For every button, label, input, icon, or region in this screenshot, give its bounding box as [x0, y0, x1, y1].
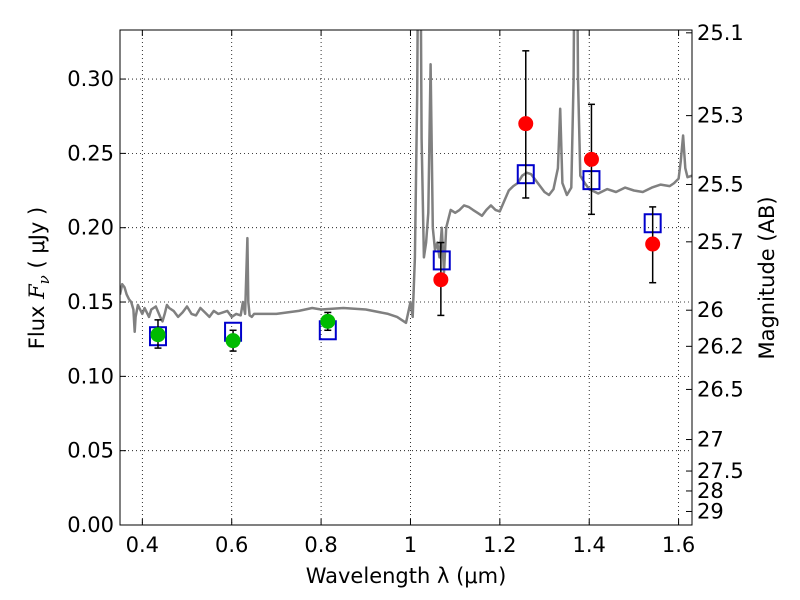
right-tick-label: 29	[697, 499, 724, 523]
y-tick-label: 0.20	[67, 216, 114, 240]
y-label-prefix: Flux	[25, 299, 49, 349]
plot-frame	[119, 29, 693, 526]
x-axis-label: Wavelength λ (μm)	[306, 564, 507, 588]
red-point	[645, 236, 661, 252]
right-tick-label: 27.5	[697, 459, 744, 483]
x-tick-label: 0.4	[126, 533, 159, 557]
x-tick-label: 0.8	[304, 533, 337, 557]
green-point	[320, 313, 336, 329]
spectrum-line	[120, 30, 692, 334]
red-point	[583, 151, 599, 167]
right-tick-label: 25.3	[697, 104, 744, 128]
y-label-unit: ( μJy )	[25, 207, 49, 275]
plot-area	[120, 30, 692, 525]
x-tick-label: 1.6	[662, 533, 695, 557]
y-axis-label-right: Magnitude (AB)	[755, 196, 779, 359]
right-tick-label: 28	[697, 479, 724, 503]
ticks: 0.4 0.6 0.8 1 1.2 1.4 1.6 0.00 0.05 0.10 0.15 0.20 0…	[67, 21, 744, 557]
right-tick-label: 25.7	[697, 230, 744, 254]
x-tick-label: 1.4	[573, 533, 606, 557]
x-tick-label: 1.2	[483, 533, 516, 557]
y-tick-label: 0.15	[67, 290, 114, 314]
red-point	[433, 272, 449, 288]
y-label-subscript: ν	[35, 275, 53, 284]
x-tick-label: 1	[404, 533, 417, 557]
right-tick-label: 26	[697, 298, 724, 322]
green-point	[225, 333, 241, 349]
y-tick-label: 0.05	[67, 439, 114, 463]
y-axis-label-left: Flux Fν ( μJy )	[25, 207, 53, 349]
y-tick-label: 0.25	[67, 141, 114, 165]
marker-layer	[148, 50, 662, 352]
green-point	[150, 327, 166, 343]
y-tick-label: 0.00	[67, 513, 114, 537]
y-tick-label: 0.10	[67, 364, 114, 388]
right-tick-label: 26.5	[697, 377, 744, 401]
red-point	[518, 116, 534, 132]
right-tick-label: 27	[697, 428, 724, 452]
x-tick-label: 0.6	[215, 533, 248, 557]
right-tick-label: 26.2	[697, 334, 744, 358]
y-label-symbol: F	[25, 283, 49, 300]
y-tick-label: 0.30	[67, 67, 114, 91]
data-layer	[120, 30, 692, 334]
square-marker	[432, 250, 451, 271]
right-tick-label: 25.5	[697, 172, 744, 196]
right-tick-label: 25.1	[697, 21, 744, 45]
